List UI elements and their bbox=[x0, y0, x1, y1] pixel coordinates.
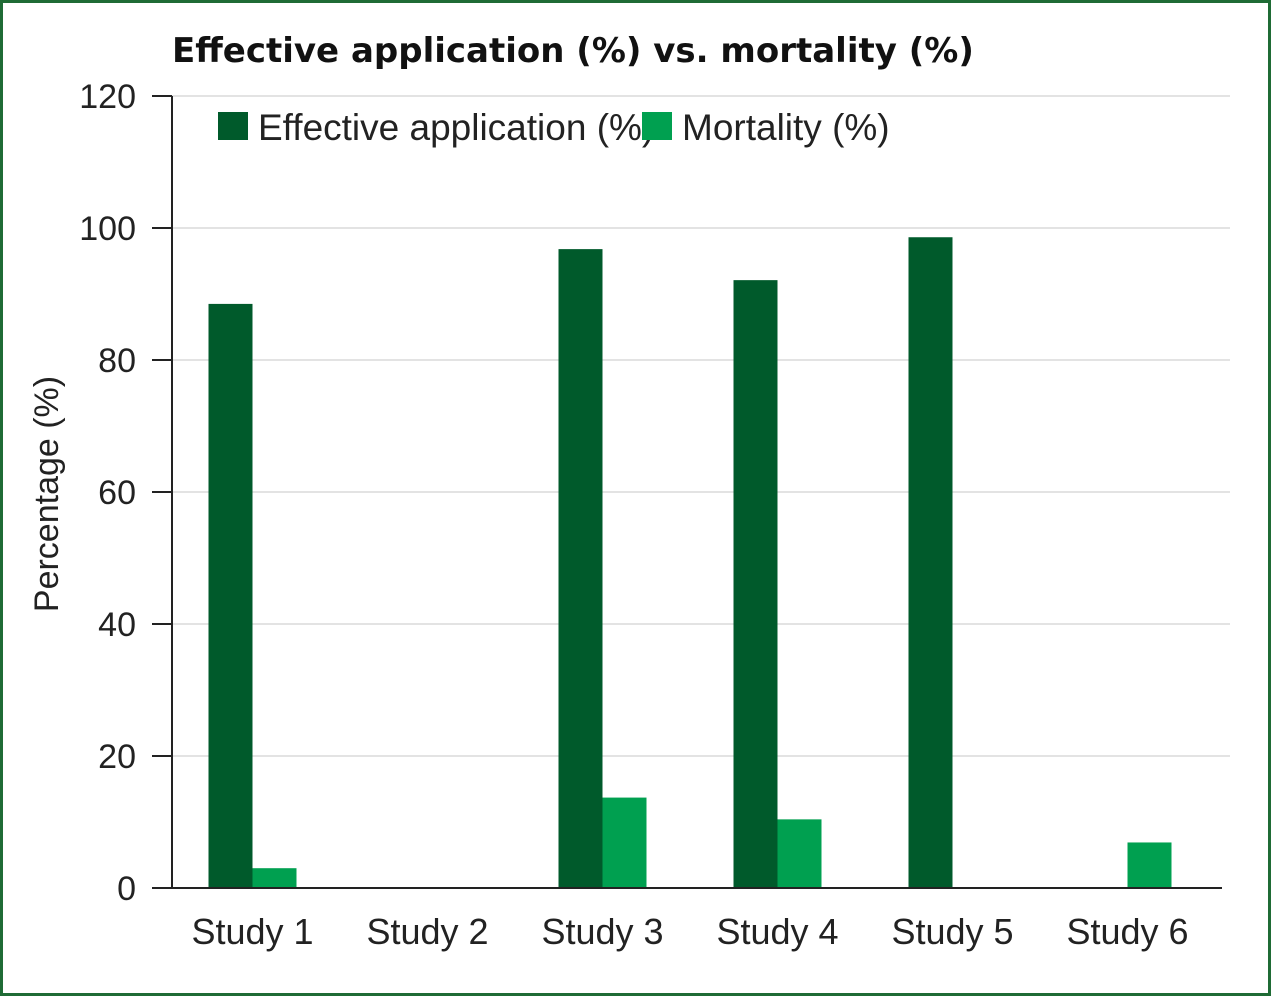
y-tick-label: 60 bbox=[98, 474, 136, 512]
x-category-label: Study 3 bbox=[541, 911, 663, 952]
x-category-label: Study 2 bbox=[366, 911, 488, 952]
x-category-label: Study 5 bbox=[891, 911, 1013, 952]
legend-label-2: Mortality (%) bbox=[682, 107, 890, 148]
y-axis-label: Percentage (%) bbox=[28, 376, 66, 612]
bar-effective-application-3 bbox=[558, 249, 603, 888]
bar-mortality-6 bbox=[1127, 842, 1172, 888]
axes bbox=[152, 95, 1222, 889]
legend-label-1: Effective application (%) bbox=[258, 107, 654, 148]
gridlines bbox=[172, 95, 1230, 757]
x-category-label: Study 1 bbox=[191, 911, 313, 952]
y-tick-label: 80 bbox=[98, 342, 136, 380]
y-tick-label: 120 bbox=[79, 78, 136, 116]
y-tick-labels: 0 20 40 60 80 100 120 bbox=[79, 78, 136, 908]
x-category-labels: Study 1 Study 2 Study 3 Study 4 Study 5 Study… bbox=[191, 911, 1188, 952]
y-tick-label: 0 bbox=[117, 870, 136, 908]
chart-title: Effective application (%) vs. mortality … bbox=[172, 31, 974, 71]
bar-mortality-3 bbox=[602, 797, 647, 888]
bar-mortality-4 bbox=[777, 819, 822, 888]
bar-effective-application-4 bbox=[733, 280, 778, 888]
legend: Effective application (%) Mortality (%) bbox=[218, 107, 890, 148]
y-tick-label: 40 bbox=[98, 606, 136, 644]
bar-mortality-1 bbox=[252, 868, 297, 888]
legend-swatch-2 bbox=[642, 112, 672, 140]
bar-effective-application-1 bbox=[208, 303, 253, 888]
x-category-label: Study 6 bbox=[1066, 911, 1188, 952]
y-tick-label: 100 bbox=[79, 210, 136, 248]
legend-swatch-1 bbox=[218, 112, 248, 140]
bars bbox=[208, 237, 1172, 889]
y-tick-label: 20 bbox=[98, 738, 136, 776]
bar-effective-application-5 bbox=[908, 237, 953, 889]
x-category-label: Study 4 bbox=[716, 911, 838, 952]
